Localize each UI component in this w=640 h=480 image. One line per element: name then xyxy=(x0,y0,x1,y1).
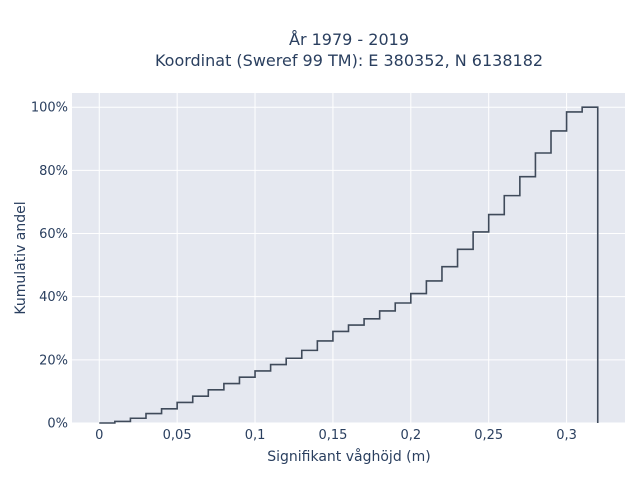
grid xyxy=(72,93,625,424)
y-axis-label: Kumulativ andel xyxy=(13,201,29,314)
cumulative-step-line xyxy=(99,106,599,424)
x-tick-label: 0,2 xyxy=(400,428,421,443)
x-tick-label: 0,3 xyxy=(556,428,577,443)
y-tick-label: 20% xyxy=(39,353,68,368)
y-tick-label: 0% xyxy=(47,417,68,432)
tick-labels: 0 0,05 0,1 0,15 0,2 0,25 0,3 0% 20% 40% 60% 80% 100% xyxy=(31,101,577,443)
x-tick-label: 0 xyxy=(95,428,103,443)
y-tick-label: 60% xyxy=(39,227,68,242)
y-tick-label: 40% xyxy=(39,290,68,305)
x-tick-label: 0,1 xyxy=(245,428,266,443)
y-tick-label: 80% xyxy=(39,164,68,179)
y-tick-label: 100% xyxy=(31,101,68,116)
x-tick-label: 0,15 xyxy=(318,428,347,443)
chart-title-line-2: Koordinat (Sweref 99 TM): E 380352, N 61… xyxy=(155,51,543,70)
x-axis-label: Signifikant våghöjd (m) xyxy=(267,448,430,465)
x-tick-label: 0,05 xyxy=(163,428,192,443)
x-tick-label: 0,25 xyxy=(474,428,503,443)
chart-title-line-1: År 1979 - 2019 xyxy=(289,30,409,49)
plot-area xyxy=(72,93,625,423)
